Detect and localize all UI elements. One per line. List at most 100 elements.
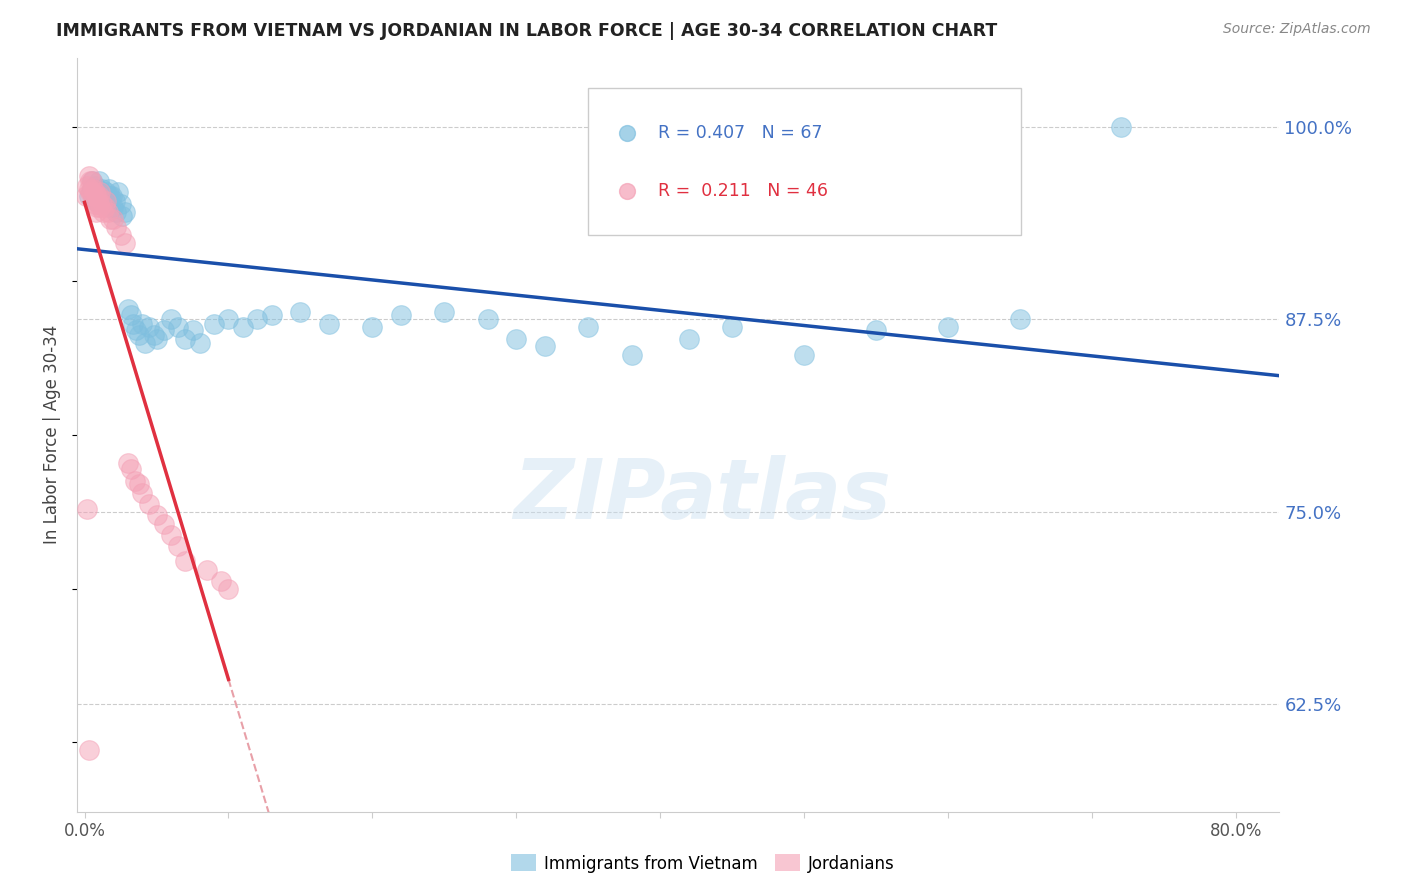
Point <box>209 574 232 588</box>
Point <box>98 182 121 196</box>
Point <box>105 204 128 219</box>
Point <box>84 185 107 199</box>
Point <box>101 189 124 203</box>
Point <box>79 174 101 188</box>
Point <box>318 317 340 331</box>
Point <box>97 189 120 203</box>
Point <box>100 212 122 227</box>
Point <box>90 182 112 196</box>
Point <box>80 185 103 199</box>
Point <box>105 220 128 235</box>
Point <box>114 204 136 219</box>
Point <box>87 197 110 211</box>
Point <box>936 320 959 334</box>
Point <box>174 554 197 568</box>
Point <box>89 185 111 199</box>
Point <box>731 272 754 286</box>
Point <box>84 189 107 203</box>
Point <box>865 323 887 337</box>
Point <box>433 305 456 319</box>
Point <box>94 197 117 211</box>
Point <box>142 327 165 342</box>
Point <box>87 185 110 199</box>
Point <box>75 189 97 203</box>
Point <box>232 320 254 334</box>
Point <box>86 182 108 196</box>
Point <box>128 327 150 342</box>
Point <box>578 320 600 334</box>
Point <box>117 301 139 316</box>
Point <box>111 210 134 224</box>
Point <box>160 528 183 542</box>
Point <box>134 335 156 350</box>
Point <box>120 308 142 322</box>
Point <box>83 178 105 193</box>
Point <box>107 185 129 199</box>
Point <box>721 320 744 334</box>
Point <box>110 197 132 211</box>
Point <box>110 227 132 242</box>
Point <box>125 323 148 337</box>
Text: R = 0.407   N = 67: R = 0.407 N = 67 <box>658 124 823 142</box>
Point <box>246 312 269 326</box>
Point <box>89 189 111 203</box>
Point <box>167 539 190 553</box>
Point <box>145 333 167 347</box>
Point <box>80 182 103 196</box>
Point <box>76 178 98 193</box>
Point <box>91 194 114 208</box>
Point <box>260 308 283 322</box>
Point <box>94 194 117 208</box>
Point <box>117 456 139 470</box>
Point <box>90 197 112 211</box>
Point <box>145 508 167 522</box>
Point <box>84 204 107 219</box>
Point <box>218 312 240 326</box>
Point <box>79 185 101 199</box>
Point <box>138 497 160 511</box>
Point <box>114 235 136 250</box>
Point <box>87 174 110 188</box>
Point <box>77 743 100 757</box>
Point <box>83 185 105 199</box>
Point <box>104 194 127 208</box>
Text: IMMIGRANTS FROM VIETNAM VS JORDANIAN IN LABOR FORCE | AGE 30-34 CORRELATION CHAR: IMMIGRANTS FROM VIETNAM VS JORDANIAN IN … <box>56 22 997 40</box>
Point <box>202 317 225 331</box>
Point <box>152 323 174 337</box>
Point <box>120 461 142 475</box>
Point <box>678 333 700 347</box>
Point <box>1109 120 1132 135</box>
Point <box>86 189 108 203</box>
Point <box>122 317 145 331</box>
Point <box>389 308 412 322</box>
Point <box>218 582 240 596</box>
Point <box>89 200 111 214</box>
Point <box>188 335 211 350</box>
Point <box>77 189 100 203</box>
Point <box>100 189 122 203</box>
Point <box>103 200 125 214</box>
Point <box>93 200 115 214</box>
FancyBboxPatch shape <box>588 88 1021 235</box>
Y-axis label: In Labor Force | Age 30-34: In Labor Force | Age 30-34 <box>44 326 62 544</box>
Point <box>620 348 643 362</box>
Point <box>82 189 104 203</box>
Text: ZIPatlas: ZIPatlas <box>513 455 891 536</box>
Point <box>505 333 527 347</box>
Point <box>131 486 153 500</box>
Point <box>93 187 115 202</box>
Point <box>131 317 153 331</box>
Point <box>174 333 197 347</box>
Point <box>361 320 384 334</box>
Point <box>82 189 104 203</box>
Point <box>100 200 122 214</box>
Point <box>152 517 174 532</box>
Point <box>77 169 100 184</box>
Point <box>83 197 105 211</box>
Point <box>167 320 190 334</box>
Point <box>90 185 112 199</box>
Text: Source: ZipAtlas.com: Source: ZipAtlas.com <box>1223 22 1371 37</box>
Point <box>80 174 103 188</box>
Point <box>290 305 312 319</box>
Point <box>181 323 204 337</box>
